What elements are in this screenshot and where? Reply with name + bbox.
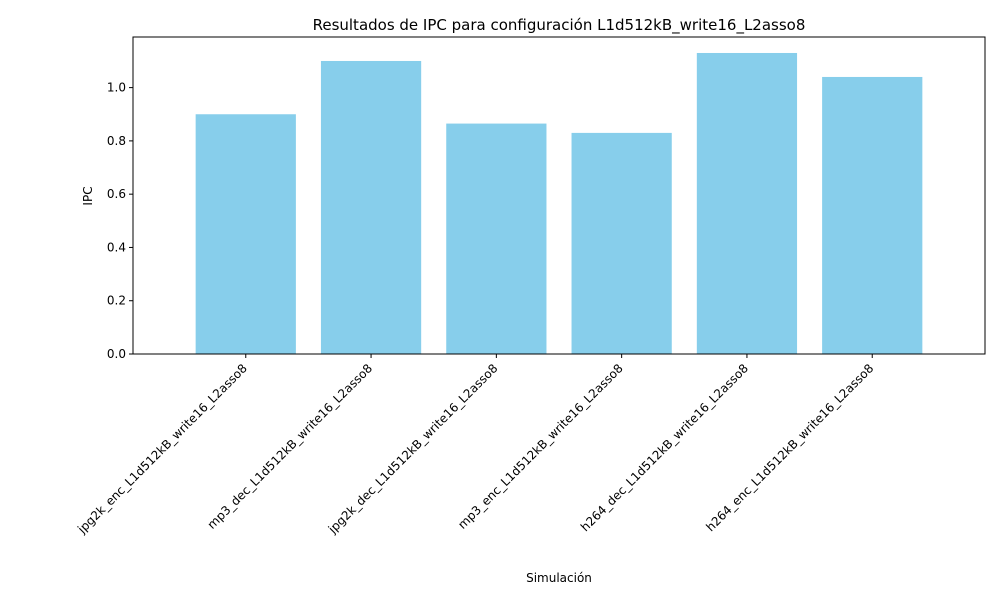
bar-5 — [822, 76, 923, 355]
y-axis: 0.0 0.2 0.4 0.6 0.8 1.0 — [107, 81, 133, 361]
bar-2 — [446, 123, 547, 355]
bar-0 — [195, 114, 296, 354]
plot-frame — [132, 36, 986, 355]
y-tick-label-4: 0.8 — [107, 134, 126, 148]
chart-title: Resultados de IPC para configuración L1d… — [313, 16, 806, 35]
bar-4 — [696, 52, 798, 355]
x-axis-label: Simulación — [526, 571, 592, 585]
y-tick-label-3: 0.6 — [107, 187, 126, 201]
bar-1 — [320, 60, 422, 354]
y-axis-label: IPC — [81, 186, 95, 205]
bar-3 — [571, 132, 672, 354]
y-tick-label-1: 0.2 — [107, 294, 126, 308]
y-tick-label-0: 0.0 — [107, 347, 126, 361]
y-tick-label-2: 0.4 — [107, 240, 126, 254]
y-tick-label-5: 1.0 — [107, 81, 126, 95]
bars-group — [195, 52, 923, 355]
x-axis: jpg2k_enc_L1d512kB_write16_L2asso8mp3_de… — [74, 354, 876, 537]
